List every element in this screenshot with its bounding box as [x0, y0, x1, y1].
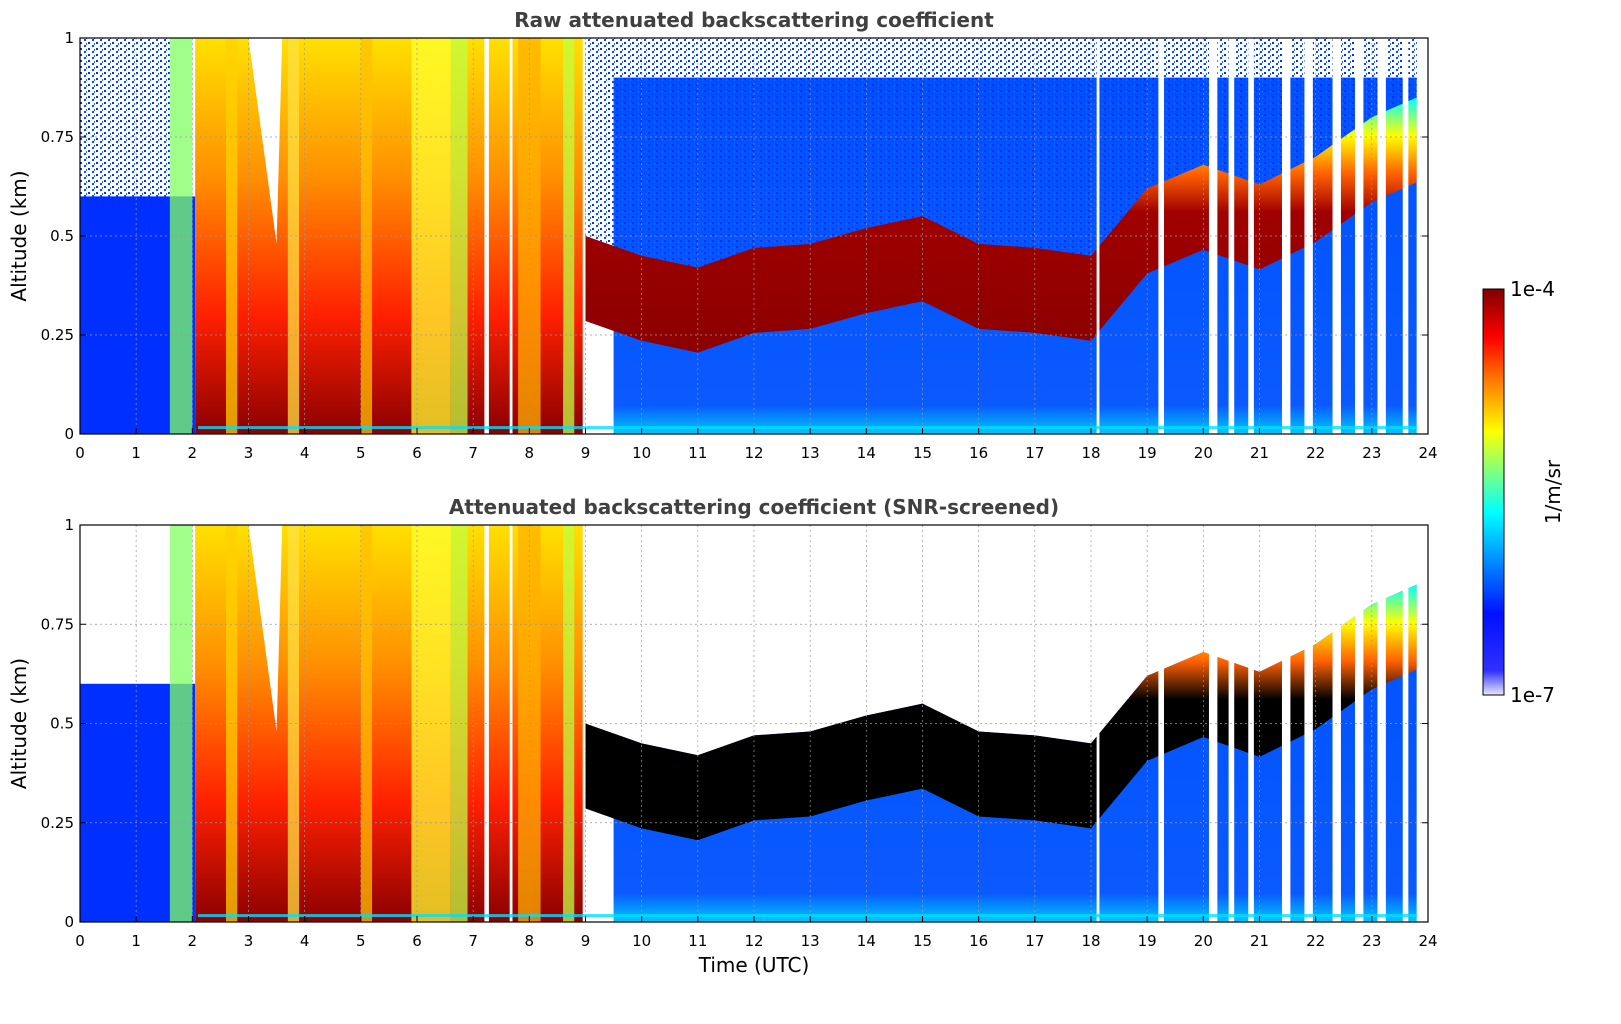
x-tick-label: 18 [1081, 932, 1100, 950]
x-tick-label: 21 [1250, 932, 1269, 950]
x-tick-label: 2 [188, 444, 198, 462]
cloud-layer [585, 584, 1417, 841]
x-tick-label: 19 [1138, 932, 1157, 950]
x-tick-label: 9 [581, 932, 591, 950]
x-tick-label: 22 [1306, 932, 1325, 950]
x-tick-label: 17 [1025, 444, 1044, 462]
y-tick-label: 0 [64, 913, 74, 931]
x-tick-label: 8 [525, 444, 535, 462]
data-gap [1354, 525, 1364, 922]
x-tick-label: 14 [857, 932, 876, 950]
x-tick-label: 14 [857, 444, 876, 462]
x-tick-label: 16 [969, 444, 988, 462]
x-tick-label: 16 [969, 932, 988, 950]
y-tick-label: 1 [64, 29, 74, 47]
x-tick-label: 6 [412, 444, 422, 462]
y-axis-label: Altitude (km) [7, 170, 31, 301]
x-tick-label: 23 [1362, 444, 1381, 462]
data-gap [1208, 525, 1218, 922]
data-gap [1096, 38, 1100, 434]
data-gap [1304, 38, 1313, 434]
clear-notch [248, 525, 283, 732]
x-tick-label: 21 [1250, 444, 1269, 462]
x-tick-label: 9 [581, 444, 591, 462]
y-tick-label: 0.5 [50, 715, 74, 733]
x-tick-label: 4 [300, 932, 310, 950]
x-tick-label: 24 [1418, 444, 1437, 462]
y-tick-label: 0.5 [50, 227, 74, 245]
fog-streak [518, 525, 541, 922]
x-tick-label: 15 [913, 444, 932, 462]
colorbar-min-label: 1e-7 [1510, 683, 1555, 707]
x-tick-label: 6 [412, 932, 422, 950]
x-tick-label: 7 [468, 444, 478, 462]
y-tick-label: 0.75 [41, 128, 74, 146]
fog-streak [287, 525, 300, 922]
x-tick-label: 11 [688, 932, 707, 950]
x-tick-label: 23 [1362, 932, 1381, 950]
chart-title: Raw attenuated backscattering coefficien… [514, 8, 994, 32]
x-tick-label: 1 [131, 932, 141, 950]
x-tick-label: 2 [188, 932, 198, 950]
y-tick-label: 0.75 [41, 615, 74, 633]
fog-streak [563, 525, 575, 922]
x-tick-label: 13 [801, 444, 820, 462]
x-tick-label: 17 [1025, 932, 1044, 950]
colorbar: 1e-4 1e-7 1/m/sr [1482, 277, 1565, 707]
chart-title: Attenuated backscattering coefficient (S… [449, 495, 1059, 519]
cloud-layer [585, 97, 1417, 353]
fog-streak [450, 525, 468, 922]
x-tick-label: 0 [75, 444, 85, 462]
y-tick-label: 1 [64, 516, 74, 534]
data-gap [1208, 38, 1218, 434]
fog-streak [518, 38, 541, 434]
x-tick-label: 4 [300, 444, 310, 462]
x-tick-label: 0 [75, 932, 85, 950]
x-tick-label: 5 [356, 444, 366, 462]
ground-layer [197, 426, 1417, 430]
x-tick-label: 8 [525, 932, 535, 950]
x-tick-label: 3 [244, 444, 254, 462]
x-tick-label: 13 [801, 932, 820, 950]
fog-streak [450, 38, 468, 434]
colorbar-max-label: 1e-4 [1510, 277, 1555, 301]
x-tick-label: 10 [632, 444, 651, 462]
x-tick-label: 24 [1418, 932, 1437, 950]
data-gap [1096, 525, 1100, 922]
x-tick-label: 22 [1306, 444, 1325, 462]
grid [80, 38, 1428, 434]
data-gap [1304, 525, 1313, 922]
data-gap [1354, 38, 1364, 434]
y-axis-label: Altitude (km) [7, 658, 31, 789]
x-tick-label: 12 [744, 444, 763, 462]
x-tick-label: 5 [356, 932, 366, 950]
x-tick-label: 1 [131, 444, 141, 462]
fog-streak [563, 38, 575, 434]
grid [80, 525, 1428, 922]
clear-notch [248, 38, 283, 244]
x-tick-label: 15 [913, 932, 932, 950]
x-tick-label: 11 [688, 444, 707, 462]
ground-layer [197, 914, 1417, 918]
x-tick-label: 3 [244, 932, 254, 950]
x-tick-label: 18 [1081, 444, 1100, 462]
x-tick-label: 19 [1138, 444, 1157, 462]
x-tick-label: 10 [632, 932, 651, 950]
y-tick-label: 0 [64, 425, 74, 443]
colorbar-gradient [1482, 288, 1505, 696]
x-tick-label: 20 [1194, 932, 1213, 950]
y-tick-label: 0.25 [41, 326, 74, 344]
data-gap [582, 38, 586, 434]
x-tick-label: 7 [468, 932, 478, 950]
panel-1: 0 1 2 3 4 5 6 7 8 9 10 11 12 13 14 15 16 17 18 19 20 21 22 23 24… [7, 8, 1438, 462]
panel-2: 0 1 2 3 4 5 6 7 8 9 10 11 12 13 14 15 16 17 18 19 20 21 22 23 24… [7, 495, 1438, 977]
x-tick-label: 20 [1194, 444, 1213, 462]
x-tick-label: 12 [744, 932, 763, 950]
colorbar-unit-label: 1/m/sr [1541, 459, 1565, 524]
data-gap [582, 525, 586, 922]
x-axis-label: Time (UTC) [698, 953, 810, 977]
fog-streak [287, 38, 300, 434]
y-tick-label: 0.25 [41, 814, 74, 832]
